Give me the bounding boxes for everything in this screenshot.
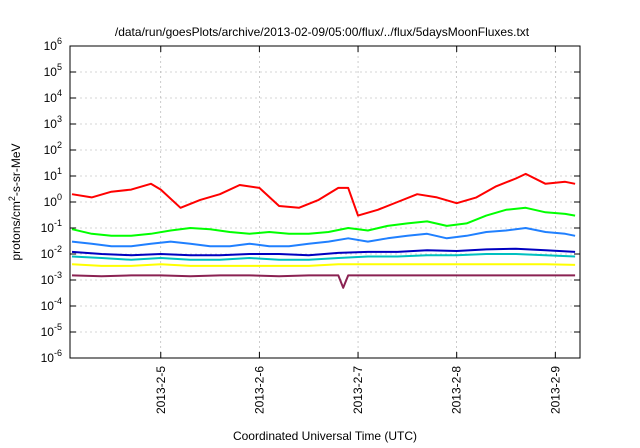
y-tick-labels: 10-6 10-5 10-4 10-3 10-2 10-1 100 101 102 103 104 1… bbox=[41, 36, 580, 365]
y-tick-label: 100 bbox=[44, 192, 62, 209]
y-tick-label: 102 bbox=[44, 140, 62, 157]
y-tick-label: 10-5 bbox=[41, 322, 62, 339]
y-tick-label: 103 bbox=[44, 114, 62, 131]
series-line-2 bbox=[71, 206, 576, 237]
series-line-4 bbox=[71, 253, 576, 261]
series-group bbox=[71, 172, 576, 289]
series-line-5 bbox=[71, 247, 576, 257]
x-tick-label: 2013-2-5 bbox=[154, 366, 168, 414]
series-line-6 bbox=[71, 263, 576, 267]
y-axis-label: protons/cm2-s-sr-MeV bbox=[7, 143, 23, 260]
y-tick-label: 10-1 bbox=[41, 218, 62, 235]
y-tick-label: 105 bbox=[44, 62, 62, 79]
x-tick-label: 2013-2-8 bbox=[450, 366, 464, 414]
y-tick-label: 10-6 bbox=[41, 348, 62, 365]
y-tick-label: 10-4 bbox=[41, 296, 62, 313]
chart-title: /data/run/goesPlots/archive/2013-02-09/0… bbox=[115, 25, 530, 39]
x-tick-labels: 2013-2-5 2013-2-6 2013-2-7 2013-2-8 2013-2-9 bbox=[154, 46, 562, 414]
y-tick-label: 106 bbox=[44, 36, 62, 53]
y-tick-label: 10-3 bbox=[41, 270, 62, 287]
x-tick-label: 2013-2-9 bbox=[548, 366, 562, 414]
y-tick-label: 104 bbox=[44, 88, 62, 105]
y-tick-label: 101 bbox=[44, 166, 62, 183]
series-line-7 bbox=[71, 274, 576, 289]
x-tick-label: 2013-2-7 bbox=[351, 366, 365, 414]
x-tick-label: 2013-2-6 bbox=[252, 366, 266, 414]
grid bbox=[70, 45, 580, 359]
series-line-3 bbox=[71, 227, 576, 248]
x-axis-label: Coordinated Universal Time (UTC) bbox=[233, 429, 417, 443]
series-line-1 bbox=[71, 172, 576, 217]
y-tick-label: 10-2 bbox=[41, 244, 62, 261]
